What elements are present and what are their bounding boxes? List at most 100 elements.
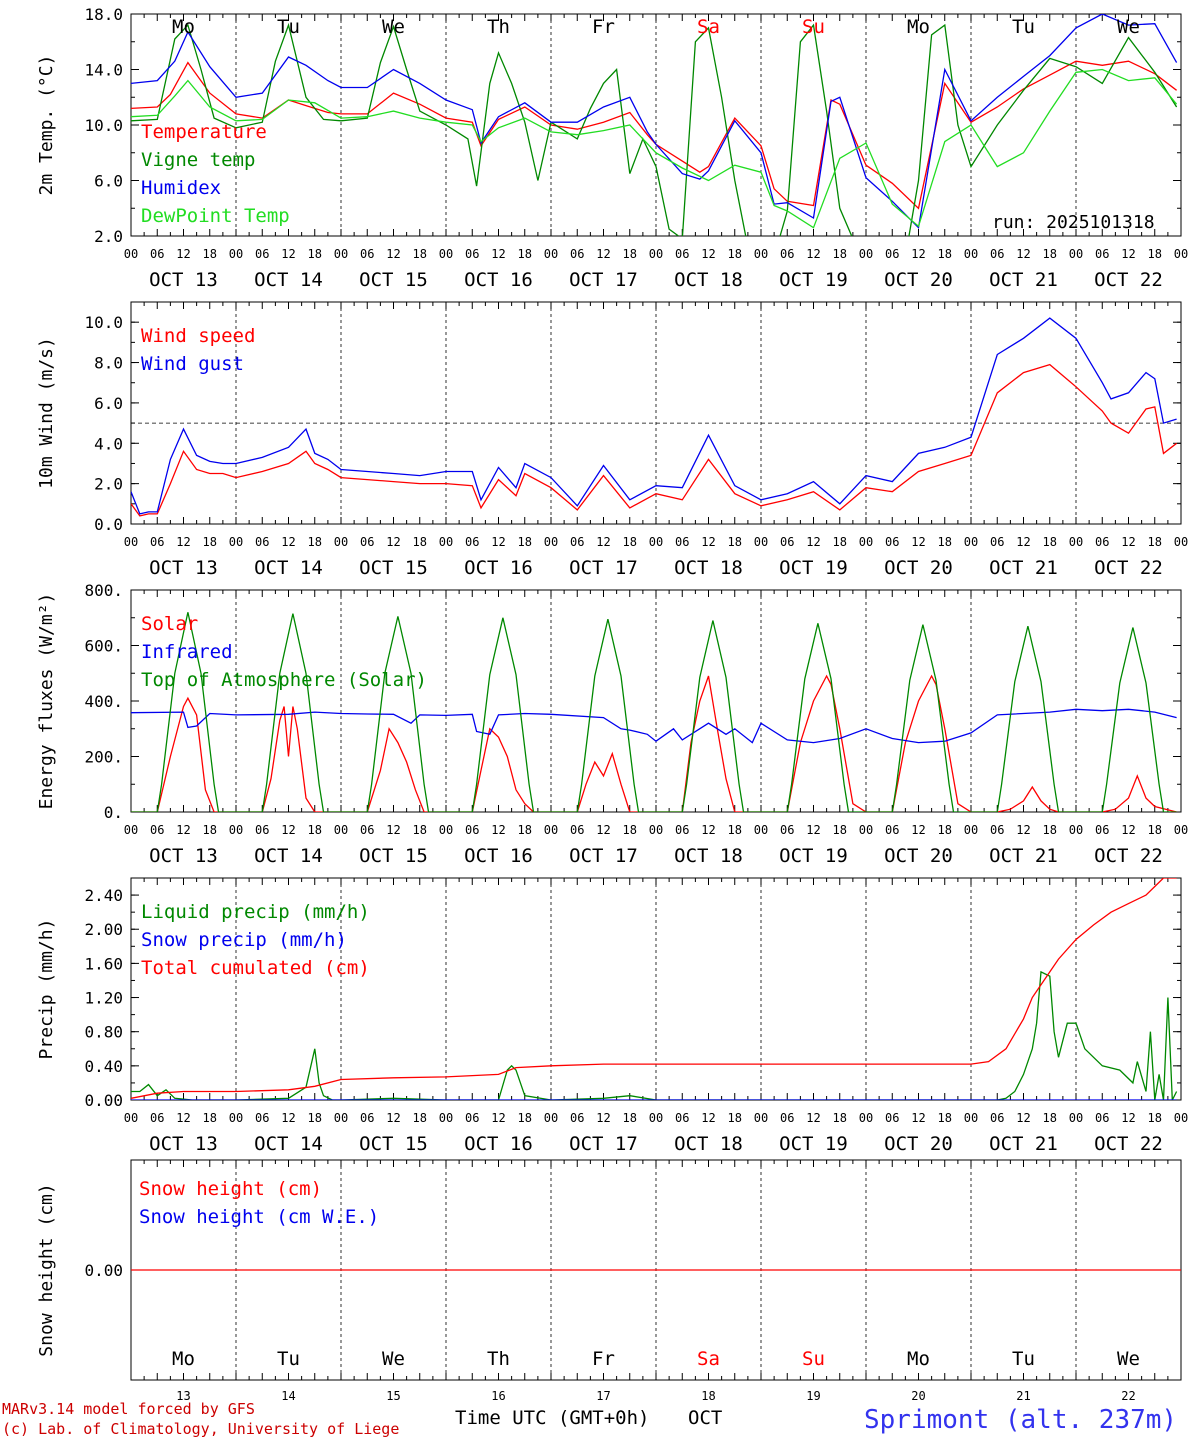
hour-tick-label: 12	[911, 823, 925, 837]
hour-tick-label: 12	[596, 823, 610, 837]
hour-tick-label: 06	[570, 823, 584, 837]
hour-tick-label: 12	[701, 823, 715, 837]
hour-tick-label: 18	[938, 535, 952, 549]
weekday-top-label: Th	[487, 16, 510, 38]
weekday-top-label: Fr	[592, 16, 615, 38]
x-axis-title: Time UTC (GMT+0h)	[455, 1407, 649, 1429]
date-label: OCT 16	[464, 269, 533, 291]
hour-tick-label: 18	[518, 247, 532, 261]
y-tick-label: 8.0	[94, 354, 123, 373]
hour-tick-label: 00	[334, 535, 348, 549]
hour-tick-label: 06	[465, 535, 479, 549]
date-label: OCT 22	[1094, 269, 1163, 291]
hour-tick-label: 06	[360, 1111, 374, 1125]
hour-tick-label: 18	[518, 535, 532, 549]
date-label: OCT 15	[359, 845, 428, 867]
weekday-bottom-label: Su	[802, 1348, 825, 1370]
hour-tick-label: 12	[911, 535, 925, 549]
weekday-bottom-label: Th	[487, 1348, 510, 1370]
y-tick-label: 2.00	[84, 920, 123, 939]
legend-entry: Humidex	[141, 177, 221, 199]
hour-tick-label: 06	[570, 535, 584, 549]
y-tick-label: 4.0	[94, 434, 123, 453]
hour-tick-label: 00	[649, 535, 663, 549]
y-tick-label: 10.0	[84, 313, 123, 332]
hour-tick-label: 00	[334, 247, 348, 261]
hour-tick-label: 06	[255, 535, 269, 549]
y-tick-label: 1.60	[84, 954, 123, 973]
hour-tick-label: 06	[885, 247, 899, 261]
date-label: OCT 16	[464, 557, 533, 579]
y-tick-label: 14.0	[84, 61, 123, 80]
hour-tick-label: 06	[1095, 823, 1109, 837]
hour-tick-label: 00	[229, 823, 243, 837]
hour-tick-label: 00	[754, 247, 768, 261]
hour-tick-label: 12	[281, 247, 295, 261]
hour-tick-label: 00	[1069, 1111, 1083, 1125]
weekday-bottom-label: Tu	[1012, 1348, 1035, 1370]
weekday-bottom-label: We	[382, 1348, 405, 1370]
hour-tick-label: 06	[675, 823, 689, 837]
hour-tick-label: 12	[806, 823, 820, 837]
hour-tick-label: 06	[1095, 1111, 1109, 1125]
hour-tick-label: 12	[1016, 1111, 1030, 1125]
date-label: OCT 22	[1094, 845, 1163, 867]
hour-tick-label: 06	[360, 535, 374, 549]
hour-tick-label: 18	[623, 823, 637, 837]
date-label: OCT 17	[569, 269, 638, 291]
weekday-top-label: Tu	[1012, 16, 1035, 38]
day-number-label: 21	[1016, 1389, 1030, 1403]
day-number-label: 19	[806, 1389, 820, 1403]
hour-tick-label: 12	[176, 247, 190, 261]
hour-tick-label: 06	[780, 823, 794, 837]
hour-tick-label: 12	[806, 535, 820, 549]
date-label: OCT 13	[149, 845, 218, 867]
series-precip-liquid-precip-mm-h-	[131, 970, 1178, 1100]
hour-tick-label: 12	[491, 1111, 505, 1125]
data-series	[131, 14, 1181, 1271]
hour-tick-label: 12	[386, 247, 400, 261]
day-number-label: 22	[1121, 1389, 1135, 1403]
hour-tick-label: 00	[859, 247, 873, 261]
hour-tick-label: 00	[124, 247, 138, 261]
hour-tick-label: 18	[833, 247, 847, 261]
hour-tick-label: 18	[518, 823, 532, 837]
hour-tick-label: 00	[334, 1111, 348, 1125]
hour-tick-label: 18	[203, 535, 217, 549]
hour-tick-label: 18	[623, 247, 637, 261]
hour-tick-label: 06	[1095, 535, 1109, 549]
hour-tick-label: 18	[938, 823, 952, 837]
weekday-bottom-label: Mo	[172, 1348, 195, 1370]
hour-tick-label: 18	[1043, 823, 1057, 837]
y-axis-label-precip: Precip (mm/h)	[36, 919, 57, 1060]
date-label: OCT 22	[1094, 1133, 1163, 1155]
hour-tick-label: 06	[570, 247, 584, 261]
legend-entry: Infrared	[141, 641, 233, 663]
hour-tick-label: 00	[964, 535, 978, 549]
weekday-top-label: We	[382, 16, 405, 38]
day-number-label: 17	[596, 1389, 610, 1403]
date-label: OCT 20	[884, 269, 953, 291]
legend-entry: Wind gust	[141, 353, 244, 375]
hour-tick-label: 18	[728, 535, 742, 549]
hour-tick-label: 18	[413, 535, 427, 549]
date-label: OCT 15	[359, 557, 428, 579]
y-axis-label-snow: Snow height (cm)	[36, 1183, 57, 1356]
hour-tick-label: 18	[203, 823, 217, 837]
date-label: OCT 17	[569, 845, 638, 867]
hour-tick-label: 18	[1148, 535, 1162, 549]
hour-tick-label: 12	[596, 247, 610, 261]
hour-tick-label: 12	[176, 823, 190, 837]
footer-model-credit: MARv3.14 model forced by GFS	[2, 1400, 255, 1418]
series-temp-temperature	[131, 60, 1177, 210]
hour-tick-label: 00	[1174, 823, 1188, 837]
date-label: OCT 14	[254, 557, 323, 579]
date-label: OCT 15	[359, 1133, 428, 1155]
hour-tick-label: 18	[938, 247, 952, 261]
hour-tick-label: 00	[439, 535, 453, 549]
hour-tick-label: 00	[754, 535, 768, 549]
hour-tick-label: 00	[964, 1111, 978, 1125]
legend-entry: Liquid precip (mm/h)	[141, 901, 370, 923]
series-temp-vigne-temp	[131, 22, 1178, 236]
hour-tick-label: 18	[623, 1111, 637, 1125]
